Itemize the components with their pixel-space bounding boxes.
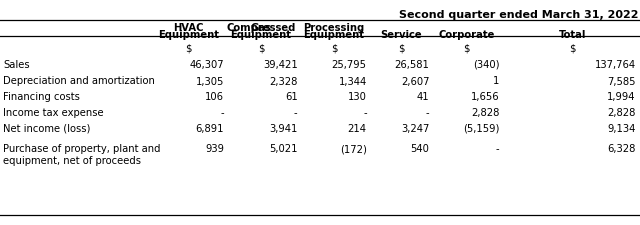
Text: -: -	[294, 108, 298, 118]
Text: 7,585: 7,585	[607, 76, 636, 86]
Text: 1: 1	[493, 76, 499, 86]
Text: 2,607: 2,607	[401, 76, 429, 86]
Text: 5,021: 5,021	[269, 144, 298, 154]
Text: Corporate: Corporate	[438, 30, 495, 40]
Text: Sales: Sales	[3, 60, 30, 70]
Text: Depreciation and amortization: Depreciation and amortization	[3, 76, 155, 86]
Text: 39,421: 39,421	[263, 60, 298, 70]
Text: 1,344: 1,344	[339, 76, 367, 86]
Text: 106: 106	[205, 92, 224, 102]
Text: -: -	[363, 108, 367, 118]
Text: Compressed: Compressed	[227, 22, 296, 32]
Text: 25,795: 25,795	[332, 60, 367, 70]
Text: 6,328: 6,328	[607, 144, 636, 154]
Text: Net income (loss): Net income (loss)	[3, 124, 91, 134]
Text: 1,656: 1,656	[470, 92, 499, 102]
Text: Purchase of property, plant and
equipment, net of proceeds: Purchase of property, plant and equipmen…	[3, 144, 161, 166]
Text: 61: 61	[285, 92, 298, 102]
Text: 130: 130	[348, 92, 367, 102]
Text: 41: 41	[417, 92, 429, 102]
Text: $: $	[331, 44, 337, 54]
Text: Equipment: Equipment	[158, 30, 220, 40]
Text: -: -	[220, 108, 224, 118]
Text: 46,307: 46,307	[189, 60, 224, 70]
Text: HVAC: HVAC	[173, 23, 204, 33]
Text: 1,305: 1,305	[196, 76, 224, 86]
Text: 9,134: 9,134	[607, 124, 636, 134]
Text: Service: Service	[380, 30, 422, 40]
Text: 137,764: 137,764	[595, 60, 636, 70]
Text: 2,828: 2,828	[471, 108, 499, 118]
Text: Equipment: Equipment	[303, 30, 365, 40]
Text: 2,828: 2,828	[607, 108, 636, 118]
Text: Equipment: Equipment	[230, 30, 292, 40]
Text: -: -	[426, 108, 429, 118]
Text: $: $	[258, 44, 264, 54]
Text: (340): (340)	[473, 60, 499, 70]
Text: 1,994: 1,994	[607, 92, 636, 102]
Text: 3,247: 3,247	[401, 124, 429, 134]
Text: 6,891: 6,891	[195, 124, 224, 134]
Text: $: $	[186, 44, 192, 54]
Text: $: $	[570, 44, 576, 54]
Text: $: $	[398, 44, 404, 54]
Text: -: -	[495, 144, 499, 154]
Text: 939: 939	[205, 144, 224, 154]
Text: (5,159): (5,159)	[463, 124, 499, 134]
Text: 214: 214	[348, 124, 367, 134]
Text: $: $	[463, 44, 470, 54]
Text: 540: 540	[411, 144, 429, 154]
Text: Income tax expense: Income tax expense	[3, 108, 104, 118]
Text: 26,581: 26,581	[395, 60, 429, 70]
Text: Total: Total	[559, 30, 586, 40]
Text: 2,328: 2,328	[269, 76, 298, 86]
Text: Financing costs: Financing costs	[3, 92, 80, 102]
Text: 3,941: 3,941	[269, 124, 298, 134]
Text: Second quarter ended March 31, 2022: Second quarter ended March 31, 2022	[399, 10, 639, 20]
Text: Processing: Processing	[303, 23, 365, 33]
Text: Gas: Gas	[251, 23, 271, 33]
Text: (172): (172)	[340, 144, 367, 154]
